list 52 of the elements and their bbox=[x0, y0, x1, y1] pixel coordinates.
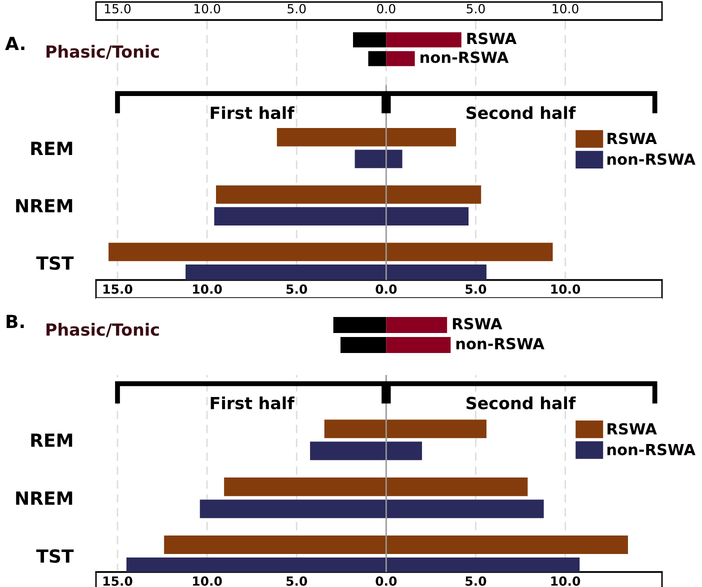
x-tick-label: 10.0 bbox=[552, 4, 578, 14]
bar bbox=[368, 51, 386, 66]
text: A. bbox=[5, 36, 24, 50]
x-tick-label: 5.0 bbox=[288, 4, 306, 14]
bar bbox=[353, 32, 386, 48]
x-tick-label: 10.0 bbox=[193, 576, 222, 586]
y-tick-label: NREM bbox=[16, 199, 72, 212]
legend-label: non-RSWA bbox=[607, 153, 696, 165]
y-axis-title: Phasic/Tonic bbox=[46, 322, 159, 338]
category-label: RSWA bbox=[452, 318, 502, 330]
bar bbox=[386, 32, 462, 48]
annotation: First half bbox=[210, 396, 295, 410]
bar bbox=[224, 478, 528, 496]
annotation: First half bbox=[210, 106, 295, 120]
x-tick-label: 15.0 bbox=[104, 4, 131, 14]
bar bbox=[200, 500, 544, 518]
y-tick-label: NREM bbox=[16, 492, 72, 505]
bar bbox=[310, 442, 422, 460]
annotation: Second half bbox=[466, 396, 576, 410]
x-tick-label: 5.0 bbox=[466, 576, 486, 586]
x-tick-label: 10.0 bbox=[193, 284, 222, 294]
x-tick-label: 10.0 bbox=[551, 284, 580, 294]
bar bbox=[216, 185, 482, 204]
bar bbox=[108, 242, 553, 262]
x-tick-label: 5.0 bbox=[466, 284, 486, 294]
legend-label: non-RSWA bbox=[607, 444, 696, 456]
bar bbox=[386, 51, 415, 66]
y-tick-label: REM bbox=[31, 434, 72, 447]
annotation: Second half bbox=[466, 106, 576, 120]
y-tick-label: REM bbox=[31, 142, 72, 155]
y-tick-label: TST bbox=[36, 256, 74, 270]
bar bbox=[214, 207, 469, 226]
bar bbox=[324, 420, 486, 438]
text: B. bbox=[6, 314, 24, 328]
y-axis-title: Phasic/Tonic bbox=[46, 44, 159, 60]
x-tick-label: 15.0 bbox=[103, 576, 132, 586]
bar bbox=[354, 150, 402, 168]
legend-label: RSWA bbox=[608, 423, 657, 435]
x-tick-label: 0.0 bbox=[376, 284, 397, 294]
x-tick-label: 15.0 bbox=[103, 284, 132, 294]
x-tick-label: 10.0 bbox=[551, 576, 580, 586]
x-tick-label: 5.0 bbox=[286, 576, 308, 586]
x-tick-label: 5.0 bbox=[466, 4, 485, 14]
x-tick-label: 10.0 bbox=[194, 4, 220, 14]
x-tick-label: 0.0 bbox=[377, 4, 396, 14]
legend-label: RSWA bbox=[608, 132, 657, 144]
bar bbox=[164, 535, 628, 554]
y-tick-label: TST bbox=[36, 549, 74, 563]
x-tick-label: 5.0 bbox=[286, 284, 308, 294]
category-label: non-RSWA bbox=[456, 338, 544, 350]
bar bbox=[276, 128, 456, 146]
x-tick-label: 0.0 bbox=[376, 576, 397, 586]
